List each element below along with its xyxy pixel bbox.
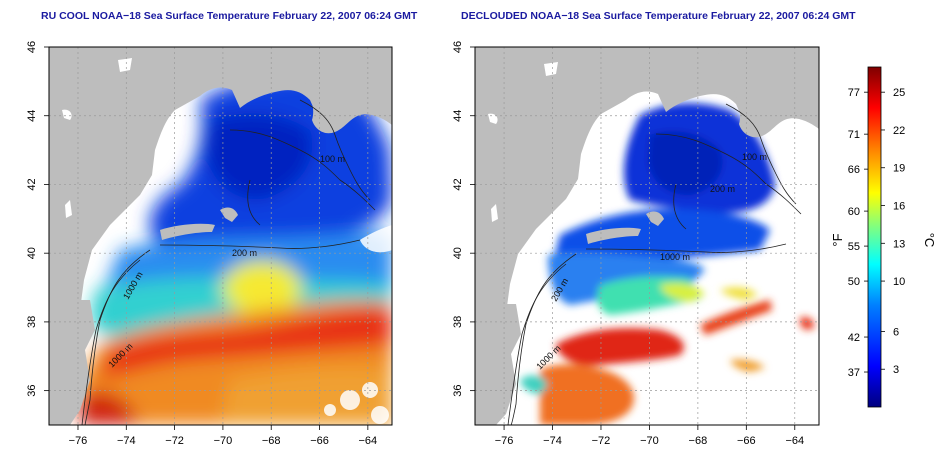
colorbar-celsius-tick-label: 16: [893, 201, 905, 213]
colorbar-ticks: 25 22 19 16 13 10 6 3 77 71 66 60 55 50 42 37: [848, 87, 906, 379]
left-y-tick-label: 40: [26, 247, 38, 259]
colorbar-celsius-tick-label: 6: [893, 326, 899, 338]
colorbar-celsius-tick-label: 25: [893, 87, 905, 99]
left-x-tick-label: −70: [214, 435, 233, 447]
left-x-tick-label: −68: [262, 435, 281, 447]
left-grid: [49, 47, 392, 425]
left-x-tick-label: −74: [117, 435, 136, 447]
right-x-tick-label: −64: [785, 435, 804, 447]
colorbar-fahrenheit-tick-label: 50: [848, 276, 860, 288]
right-sst-field: [520, 103, 815, 425]
right-bathymetry-contours: [507, 103, 802, 425]
right-grid: [475, 47, 819, 425]
left-y-tick-label: 42: [26, 178, 38, 190]
left-y-tick-label: 38: [26, 316, 38, 328]
colorbar-fahrenheit-tick-label: 77: [848, 87, 860, 99]
right-land: [475, 47, 819, 425]
right-y-tick-label: 40: [452, 247, 464, 259]
colorbar-fahrenheit-tick-label: 60: [848, 206, 860, 218]
left-bathymetry-contours: [81, 99, 376, 425]
colorbar-celsius-tick-label: 10: [893, 276, 905, 288]
right-y-tick-label: 38: [452, 316, 464, 328]
right-map: 100 m 200 m 1000 m 200 m 1000 m −76 −74 −7…: [452, 41, 820, 447]
colorbar-fahrenheit-tick-label: 71: [848, 129, 860, 141]
colorbar-celsius-tick-label: 19: [893, 163, 905, 175]
right-panel-title: DECLOUDED NOAA−18 Sea Surface Temperatur…: [461, 10, 856, 22]
right-contour-label-200m-a: 200 m: [710, 184, 735, 194]
left-lakes: [62, 58, 132, 218]
right-contour-label-1000m-a: 1000 m: [660, 252, 690, 262]
right-y-tick-label: 44: [452, 110, 464, 122]
left-sst-field: [80, 73, 392, 425]
left-y-tick-label: 36: [26, 385, 38, 397]
colorbar-celsius-tick-label: 22: [893, 125, 905, 137]
left-axis-ticks: −76 −74 −72 −70 −68 −66 −64 36 38 40 42 44 46: [26, 41, 377, 447]
colorbar-fahrenheit-tick-label: 66: [848, 164, 860, 176]
left-y-tick-label: 44: [26, 110, 38, 122]
left-panel-title: RU COOL NOAA−18 Sea Surface Temperature …: [41, 10, 418, 22]
right-x-tick-label: −72: [592, 435, 611, 447]
right-x-tick-label: −66: [737, 435, 756, 447]
left-x-tick-label: −66: [310, 435, 329, 447]
right-x-tick-label: −76: [495, 435, 514, 447]
left-land: [49, 47, 392, 425]
colorbar-celsius-tick-label: 13: [893, 238, 905, 250]
right-x-tick-label: −70: [640, 435, 659, 447]
right-y-tick-label: 42: [452, 178, 464, 190]
colorbar-gradient: [867, 66, 882, 408]
left-x-tick-label: −76: [69, 435, 88, 447]
right-contour-label-100m: 100 m: [742, 152, 767, 162]
left-y-tick-label: 46: [26, 41, 38, 53]
colorbar-fahrenheit-tick-label: 37: [848, 367, 860, 379]
celsius-unit-label: °C: [922, 233, 937, 248]
right-lakes: [488, 62, 558, 222]
left-x-tick-label: −72: [165, 435, 184, 447]
colorbar-celsius-tick-label: 3: [893, 364, 899, 376]
right-y-tick-label: 36: [452, 385, 464, 397]
colorbar-fahrenheit-tick-label: 42: [848, 332, 860, 344]
left-contour-label-100m: 100 m: [320, 154, 345, 164]
left-map: 100 m 200 m 1000 m 1000 m −76 −74 −72 −70 −6…: [26, 41, 393, 447]
right-x-tick-label: −68: [689, 435, 708, 447]
right-x-tick-label: −74: [543, 435, 562, 447]
colorbar: 25 22 19 16 13 10 6 3 77 71 66 60 55 50 42 37 °F °C: [830, 66, 937, 408]
fahrenheit-unit-label: °F: [830, 233, 845, 246]
right-y-tick-label: 46: [452, 41, 464, 53]
colorbar-fahrenheit-tick-label: 55: [848, 241, 860, 253]
left-x-tick-label: −64: [359, 435, 378, 447]
right-axis-ticks: −76 −74 −72 −70 −68 −66 −64 36 38 40 42 44 46: [452, 41, 804, 447]
